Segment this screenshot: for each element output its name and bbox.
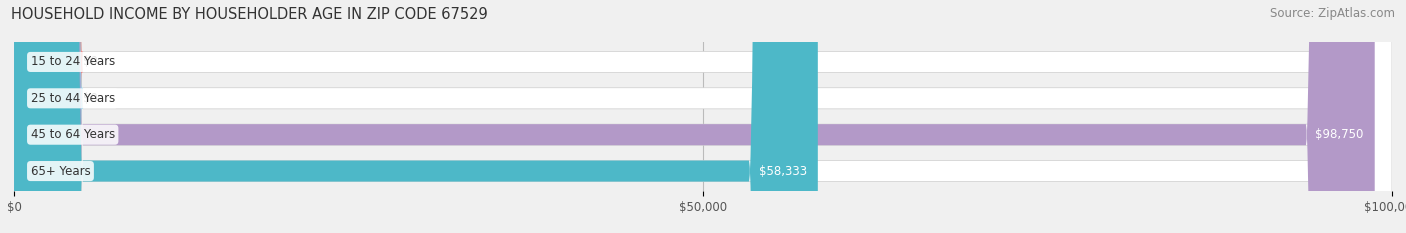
Text: $58,333: $58,333 xyxy=(759,164,807,178)
FancyBboxPatch shape xyxy=(14,0,1375,233)
FancyBboxPatch shape xyxy=(14,0,1392,233)
FancyBboxPatch shape xyxy=(14,0,1392,233)
Text: $98,750: $98,750 xyxy=(1316,128,1364,141)
Text: HOUSEHOLD INCOME BY HOUSEHOLDER AGE IN ZIP CODE 67529: HOUSEHOLD INCOME BY HOUSEHOLDER AGE IN Z… xyxy=(11,7,488,22)
FancyBboxPatch shape xyxy=(0,0,83,233)
Text: 25 to 44 Years: 25 to 44 Years xyxy=(31,92,115,105)
Text: Source: ZipAtlas.com: Source: ZipAtlas.com xyxy=(1270,7,1395,20)
FancyBboxPatch shape xyxy=(14,0,818,233)
Text: 45 to 64 Years: 45 to 64 Years xyxy=(31,128,115,141)
Text: 15 to 24 Years: 15 to 24 Years xyxy=(31,55,115,69)
Text: $0: $0 xyxy=(83,92,98,105)
FancyBboxPatch shape xyxy=(14,0,1392,233)
FancyBboxPatch shape xyxy=(0,0,83,233)
FancyBboxPatch shape xyxy=(14,0,1392,233)
Text: 65+ Years: 65+ Years xyxy=(31,164,90,178)
Text: $0: $0 xyxy=(83,55,98,69)
